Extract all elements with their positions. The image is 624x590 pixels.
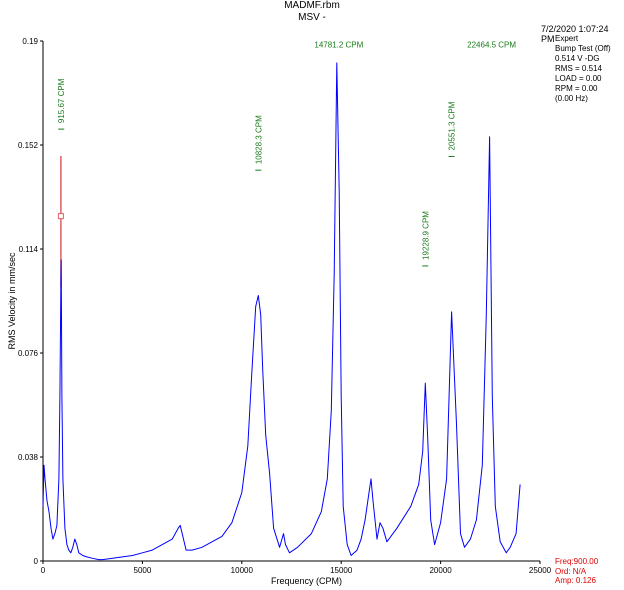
cursor-freq: Freq:900.00 [555,557,599,566]
x-tick-label: 10000 [231,566,254,575]
y-tick-label: 0.076 [18,349,39,358]
y-tick-label: 0 [34,557,39,566]
peak-label: 14781.2 CPM [314,41,363,50]
spectrum-trace [42,62,521,561]
info-line: (0.00 Hz) [555,94,588,103]
peak-label: 10828.3 CPM [254,115,263,164]
info-line: RMS = 0.514 [555,64,602,73]
peak-label: 22464.5 CPM [467,41,516,50]
x-tick-label: 15000 [330,566,353,575]
cursor-readout: Freq:900.00 Ord: N/A Amp: 0.126 [555,557,598,586]
info-line: LOAD = 0.00 [555,74,602,83]
x-tick-label: 5000 [134,566,152,575]
info-line: 0.514 V -DG [555,54,600,63]
info-line: Bump Test (Off) [555,44,611,53]
x-tick-label: 20000 [429,566,452,575]
chart-title-file: MADMF.rbm [284,0,340,11]
peak-label: 915.67 CPM [57,78,66,123]
cursor-marker [57,213,64,220]
y-tick-label: 0.152 [18,141,39,150]
y-tick-label: 0.038 [18,453,39,462]
y-tick-label: 0.114 [19,245,39,254]
x-tick-label: 25000 [529,566,552,575]
cursor-amplitude: Amp: 0.126 [555,576,596,585]
x-tick-label: 0 [41,566,46,575]
peak-label: 20551.3 CPM [448,101,457,150]
chart-title-point: MSV - [298,12,326,23]
y-axis-label: RMS Velocity in mm/sec [7,252,17,350]
y-tick-label: 0.19 [22,37,38,46]
info-line: RPM = 0.00 [555,84,598,93]
x-axis-label: Frequency (CPM) [271,576,342,586]
cursor-order: Ord: N/A [555,566,587,576]
peak-label: 19228.9 CPM [421,211,430,260]
info-datetime: 7/2/2020 1:07:24 PM [541,24,609,44]
info-line: Expert [555,34,579,43]
info-panel: Expert Bump Test (Off) 0.514 V -DG RMS =… [555,34,611,104]
